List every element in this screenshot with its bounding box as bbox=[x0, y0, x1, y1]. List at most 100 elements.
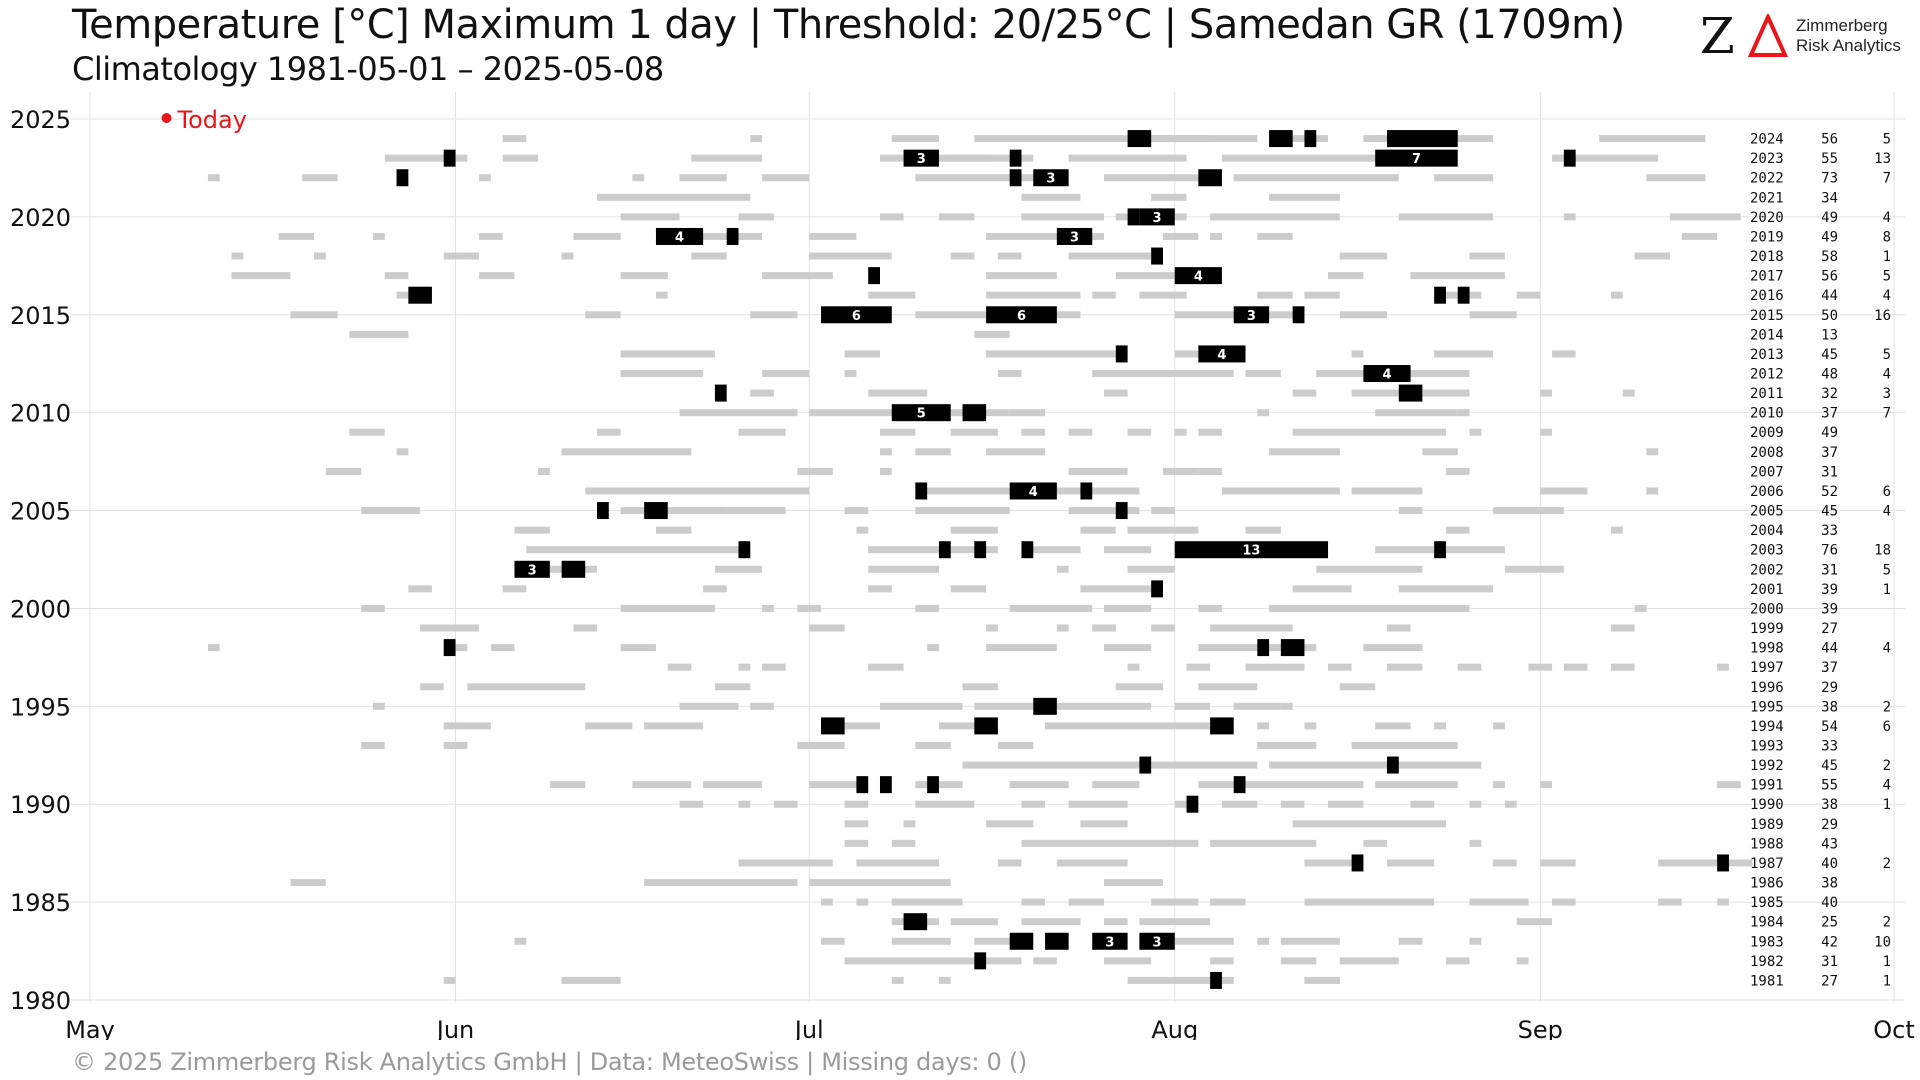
duration-label: 6 bbox=[1017, 309, 1026, 324]
duration-label: 3 bbox=[1105, 935, 1114, 950]
bar-above-20 bbox=[1434, 174, 1494, 182]
stat-days-above-25: 4 bbox=[1883, 210, 1891, 226]
y-tick-label: 2020 bbox=[10, 204, 71, 232]
bar-above-20 bbox=[986, 272, 1057, 280]
bar-above-20 bbox=[1245, 663, 1305, 671]
bar-above-20 bbox=[1115, 683, 1163, 691]
bar-above-20 bbox=[1634, 604, 1647, 612]
bar-above-20 bbox=[1445, 957, 1470, 965]
bar-above-20 bbox=[667, 663, 692, 671]
bar-above-20 bbox=[974, 135, 1258, 143]
stat-days-above-20: 45 bbox=[1821, 758, 1838, 774]
y-tick-label: 2000 bbox=[10, 595, 71, 623]
stat-days-above-20: 52 bbox=[1821, 484, 1838, 500]
stat-year: 2000 bbox=[1750, 601, 1784, 617]
bar-above-20 bbox=[620, 644, 656, 652]
stat-days-above-20: 58 bbox=[1821, 249, 1838, 265]
bar-above-20 bbox=[1304, 859, 1364, 867]
stat-days-above-20: 25 bbox=[1821, 915, 1838, 931]
bar-above-20 bbox=[1127, 663, 1140, 671]
bar-above-20 bbox=[1351, 741, 1458, 749]
stat-year: 2023 bbox=[1750, 151, 1784, 167]
bar-above-20 bbox=[868, 585, 892, 593]
stat-days-above-20: 38 bbox=[1821, 797, 1838, 813]
bar-above-20 bbox=[1104, 957, 1152, 965]
stat-days-above-20: 29 bbox=[1821, 680, 1838, 696]
bar-above-20 bbox=[868, 565, 939, 573]
stat-days-above-25: 2 bbox=[1883, 856, 1891, 872]
stat-days-above-20: 55 bbox=[1821, 778, 1838, 794]
bar-above-20 bbox=[915, 604, 939, 612]
bar-above-20 bbox=[1351, 487, 1423, 495]
stat-year: 2017 bbox=[1750, 269, 1784, 285]
stat-year: 2015 bbox=[1750, 308, 1784, 324]
bar-above-20 bbox=[679, 800, 704, 808]
stat-days-above-20: 43 bbox=[1821, 836, 1838, 852]
bar-above-20 bbox=[1198, 644, 1258, 652]
stat-days-above-25: 7 bbox=[1883, 406, 1891, 422]
bar-above-20 bbox=[1611, 663, 1635, 671]
bar-above-20 bbox=[325, 467, 362, 475]
bar-above-20 bbox=[1410, 272, 1505, 280]
bar-above-20 bbox=[1469, 898, 1529, 906]
bar-above-20 bbox=[891, 898, 963, 906]
stat-days-above-20: 40 bbox=[1821, 895, 1838, 911]
bar-above-20 bbox=[1210, 213, 1340, 221]
bar-above-20 bbox=[1139, 291, 1187, 299]
bar-above-20 bbox=[514, 526, 550, 534]
bar-above-20 bbox=[1552, 350, 1576, 358]
bar-above-25 bbox=[1056, 227, 1093, 245]
stat-days-above-25: 6 bbox=[1883, 719, 1891, 735]
bar-above-20 bbox=[1611, 291, 1623, 299]
bar-labels: 3 7 3 3 4 3 4 6 6 3 4 4 5 4 13 3 3 3 bbox=[528, 152, 1421, 950]
stat-year: 2004 bbox=[1750, 523, 1784, 539]
bar-above-20 bbox=[1021, 918, 1081, 926]
bar-above-20 bbox=[1009, 781, 1069, 789]
bar-above-20 bbox=[1552, 154, 1659, 162]
bar-above-20 bbox=[938, 976, 951, 984]
bar-above-25 bbox=[1717, 854, 1729, 872]
bar-above-20 bbox=[1092, 370, 1234, 378]
bar-above-20 bbox=[655, 546, 739, 554]
bar-above-20 bbox=[1646, 448, 1659, 456]
stat-days-above-20: 56 bbox=[1821, 269, 1838, 285]
bar-above-20 bbox=[879, 448, 892, 456]
bar-above-20 bbox=[856, 526, 869, 534]
bar-above-20 bbox=[1092, 291, 1116, 299]
bar-above-20 bbox=[879, 467, 892, 475]
stat-year: 2006 bbox=[1750, 484, 1784, 500]
bar-above-20 bbox=[691, 252, 727, 260]
bar-above-20 bbox=[585, 487, 763, 495]
bar-above-20 bbox=[1233, 174, 1399, 182]
bar-above-20 bbox=[620, 213, 680, 221]
bar-above-20 bbox=[479, 232, 503, 240]
bar-above-20 bbox=[679, 409, 798, 417]
bar-above-20 bbox=[1127, 428, 1152, 436]
bar-above-20 bbox=[1540, 389, 1553, 397]
bar-above-20 bbox=[526, 546, 656, 554]
bar-above-25 bbox=[927, 776, 939, 794]
stat-year: 1994 bbox=[1750, 719, 1784, 735]
stat-days-above-25: 4 bbox=[1883, 367, 1891, 383]
bar-above-20 bbox=[1445, 467, 1470, 475]
bar-above-20 bbox=[514, 937, 527, 945]
bar-above-20 bbox=[1386, 624, 1411, 632]
bar-above-20 bbox=[1221, 154, 1387, 162]
bar-above-20 bbox=[762, 487, 810, 495]
y-tick-label: 2025 bbox=[10, 106, 71, 134]
stat-days-above-20: 40 bbox=[1821, 856, 1838, 872]
bar-above-20 bbox=[1398, 213, 1494, 221]
bar-above-25 bbox=[915, 482, 928, 500]
bar-above-25 bbox=[1210, 971, 1222, 989]
stat-days-above-20: 39 bbox=[1821, 601, 1838, 617]
stat-year: 2007 bbox=[1750, 464, 1784, 480]
bar-above-25 bbox=[1198, 345, 1246, 363]
bar-above-20 bbox=[384, 272, 409, 280]
stat-days-above-25: 13 bbox=[1874, 151, 1891, 167]
stat-days-above-25: 4 bbox=[1883, 778, 1891, 794]
bar-above-20 bbox=[986, 957, 1022, 965]
bar-above-20 bbox=[620, 272, 668, 280]
bar-above-25 bbox=[1304, 130, 1317, 148]
stat-year: 1981 bbox=[1750, 973, 1784, 989]
bar-above-20 bbox=[231, 272, 291, 280]
